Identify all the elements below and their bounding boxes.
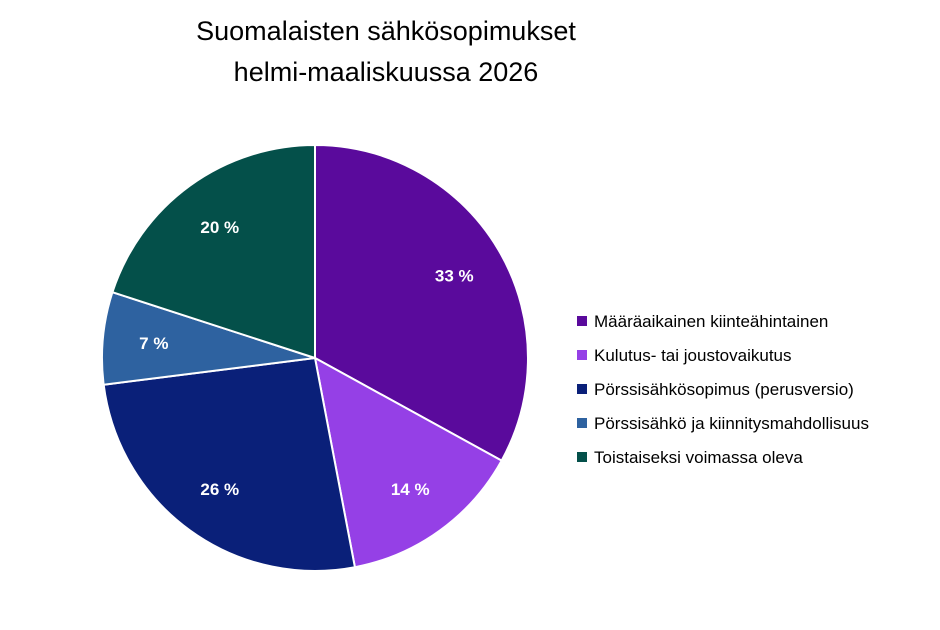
pie-slices xyxy=(101,143,529,572)
pie-slice-label-5: 20 % xyxy=(200,218,239,237)
legend-label-4: Pörssisähkö ja kiinnitysmahdollisuus xyxy=(594,414,869,433)
legend-label-2: Kulutus- tai joustovaikutus xyxy=(594,346,792,365)
legend-label-3: Pörssisähkösopimus (perusversio) xyxy=(594,380,854,399)
legend-label-1: Määräaikainen kiinteähintainen xyxy=(594,312,828,331)
chart-title-line-1: Suomalaisten sähkösopimukset xyxy=(196,16,576,46)
legend-swatch-4 xyxy=(577,418,587,428)
legend-swatch-5 xyxy=(577,452,587,462)
pie-slice-label-3: 26 % xyxy=(200,480,239,499)
pie-slice-label-1: 33 % xyxy=(435,267,474,286)
pie-slice-label-2: 14 % xyxy=(391,480,430,499)
pie-slice-1 xyxy=(314,143,529,462)
legend-swatch-3 xyxy=(577,384,587,394)
legend-swatch-2 xyxy=(577,350,587,360)
legend: Määräaikainen kiinteähintainen Kulutus- t… xyxy=(577,312,869,467)
pie-slice-labels: 33 % 14 % 26 % 7 % 20 % xyxy=(139,218,474,499)
chart-title-line-2: helmi-maaliskuussa 2026 xyxy=(234,57,539,87)
legend-label-5: Toistaiseksi voimassa oleva xyxy=(594,448,803,467)
pie-slice-2 xyxy=(313,356,504,569)
pie-slice-5 xyxy=(111,143,316,360)
pie-slice-label-4: 7 % xyxy=(139,334,168,353)
pie-slice-3 xyxy=(102,356,357,572)
legend-swatch-1 xyxy=(577,316,587,326)
